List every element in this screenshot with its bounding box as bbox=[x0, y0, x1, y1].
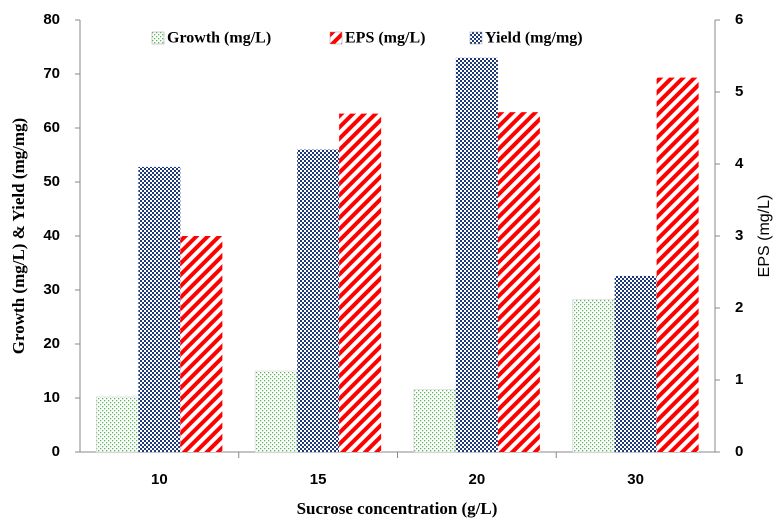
y2-tick-label: 4 bbox=[735, 155, 744, 172]
legend-swatch bbox=[469, 31, 483, 45]
x-axis-title: Sucrose concentration (g/L) bbox=[297, 499, 498, 518]
y-tick-label: 30 bbox=[43, 281, 60, 298]
y-axis-title: Growth (mg/L) & Yield (mg/mg) bbox=[9, 118, 28, 354]
y2-tick-label: 5 bbox=[735, 83, 743, 100]
legend-label: EPS (mg/L) bbox=[345, 30, 425, 47]
bar bbox=[96, 396, 139, 453]
bar bbox=[254, 370, 298, 453]
y-tick-label: 20 bbox=[43, 335, 60, 352]
y2-tick-label: 1 bbox=[735, 371, 743, 388]
bar bbox=[614, 275, 657, 452]
y-tick-label: 40 bbox=[43, 227, 60, 244]
bar bbox=[572, 299, 615, 453]
bar bbox=[413, 389, 457, 453]
y2-tick-label: 3 bbox=[735, 227, 743, 244]
bar bbox=[455, 57, 498, 453]
y-tick-label: 50 bbox=[43, 173, 60, 190]
bar bbox=[297, 149, 340, 452]
x-tick-label: 20 bbox=[469, 471, 486, 488]
legend-swatch bbox=[151, 31, 165, 45]
legend-label: Growth (mg/L) bbox=[167, 30, 271, 47]
legend-label: Yield (mg/mg) bbox=[485, 30, 583, 47]
y2-axis-title: EPS (mg/L) bbox=[756, 195, 773, 278]
y-tick-label: 80 bbox=[43, 11, 60, 28]
y-tick-label: 10 bbox=[43, 389, 60, 406]
y2-tick-label: 2 bbox=[735, 299, 743, 316]
legend-swatch bbox=[329, 31, 343, 45]
bar bbox=[497, 112, 540, 452]
bar bbox=[138, 166, 181, 452]
bar bbox=[180, 236, 223, 452]
x-tick-label: 10 bbox=[151, 471, 168, 488]
y-tick-label: 60 bbox=[43, 119, 60, 136]
x-tick-label: 30 bbox=[627, 471, 644, 488]
y2-tick-label: 0 bbox=[735, 443, 743, 460]
x-tick-label: 15 bbox=[310, 471, 327, 488]
y-tick-label: 70 bbox=[43, 65, 60, 82]
bar bbox=[656, 77, 699, 452]
y2-tick-label: 6 bbox=[735, 11, 743, 28]
y-tick-label: 0 bbox=[52, 443, 60, 460]
bar bbox=[339, 113, 382, 452]
